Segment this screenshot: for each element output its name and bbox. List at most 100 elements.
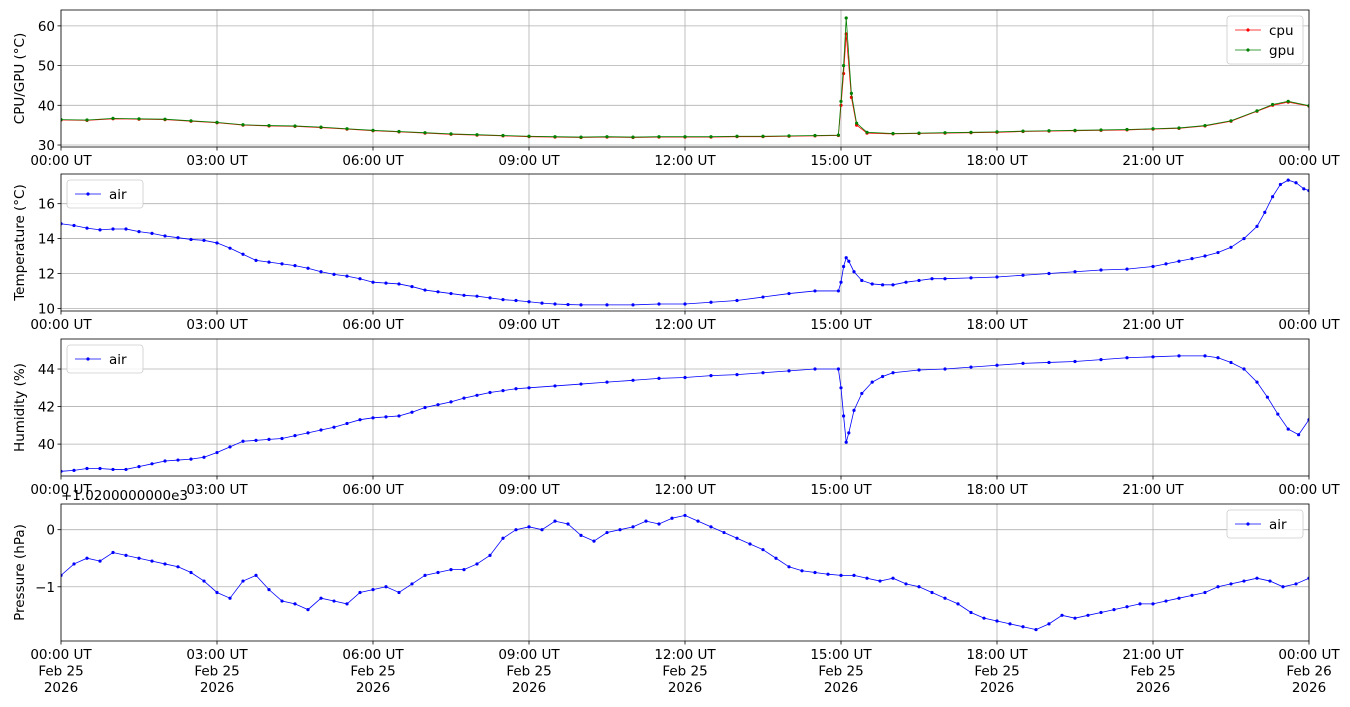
- data-point: [345, 127, 349, 131]
- data-point: [1151, 127, 1155, 131]
- data-point: [943, 131, 947, 135]
- data-point: [1047, 360, 1051, 365]
- data-point: [85, 226, 89, 230]
- x-tick-label-line: Feb 25: [1130, 664, 1175, 680]
- data-point: [917, 368, 921, 372]
- x-tick-label: 09:00 UT: [498, 153, 560, 169]
- chart-panel-3: 00:00 UT 03:00 UT 06:00 UT 09:00 UT 12:00 UT…: [12, 338, 1340, 498]
- data-point: [215, 120, 219, 124]
- legend-marker: [1246, 48, 1250, 52]
- x-tick-label-line: 2026: [668, 680, 702, 696]
- data-point: [1268, 579, 1272, 583]
- x-tick-label: 09:00 UT Feb 25 2026: [498, 647, 560, 696]
- data-point: [842, 71, 846, 76]
- data-point: [436, 403, 440, 407]
- x-tick-label: 15:00 UT: [810, 482, 872, 498]
- x-tick-label: 06:00 UT: [342, 317, 404, 333]
- data-point: [371, 416, 375, 420]
- data-point: [98, 228, 102, 232]
- legend-box: [1226, 509, 1304, 539]
- data-point: [1229, 360, 1233, 365]
- x-tick-label: 00:00 UT Feb 26 2026: [1278, 647, 1340, 696]
- data-point: [865, 130, 869, 134]
- data-point: [631, 525, 635, 529]
- y-tick-label: −1: [35, 580, 55, 596]
- data-point: [1034, 627, 1038, 632]
- data-point: [189, 237, 193, 242]
- data-point: [943, 367, 947, 371]
- x-tick-label: 03:00 UT Feb 25 2026: [186, 647, 248, 696]
- data-point: [98, 559, 102, 563]
- data-point: [488, 553, 492, 557]
- y-axis-label: Humidity (%): [12, 363, 28, 452]
- x-tick-label: 00:00 UT: [1278, 153, 1340, 169]
- data-point: [813, 367, 817, 371]
- data-point: [1125, 267, 1129, 271]
- data-point: [1216, 250, 1220, 255]
- legend-label: air: [109, 187, 127, 203]
- data-point: [618, 528, 622, 532]
- data-point: [1276, 412, 1280, 416]
- data-point: [605, 303, 609, 307]
- data-point: [514, 387, 518, 391]
- data-point: [423, 573, 427, 577]
- data-point: [836, 133, 841, 137]
- y-tick-label: 60: [38, 19, 55, 35]
- x-tick-label: 00:00 UT: [1278, 482, 1340, 498]
- data-point: [1286, 178, 1290, 182]
- grid-lines: [60, 10, 1310, 147]
- data-point: [1073, 128, 1077, 132]
- data-point: [345, 274, 349, 278]
- legend-box: [66, 179, 144, 209]
- data-point: [1125, 605, 1129, 609]
- data-point: [98, 466, 102, 471]
- data-point: [891, 283, 895, 287]
- data-point: [1203, 590, 1207, 595]
- data-point: [696, 519, 700, 523]
- plot-area: [61, 354, 1309, 473]
- data-point: [836, 367, 841, 371]
- data-point: [849, 91, 854, 95]
- x-tick-label-line: Feb 25: [350, 664, 395, 680]
- data-point: [111, 550, 115, 555]
- y-tick-label: 10: [38, 301, 55, 317]
- y-tick-label: 16: [38, 197, 55, 213]
- data-point: [280, 262, 284, 266]
- data-point: [870, 282, 874, 286]
- data-point: [1151, 264, 1155, 269]
- data-point: [847, 431, 851, 435]
- data-point: [631, 303, 635, 307]
- data-point: [553, 384, 557, 388]
- x-tick-label: 21:00 UT: [1122, 317, 1184, 333]
- data-point: [836, 289, 841, 293]
- x-tick-label-line: 03:00 UT: [186, 647, 248, 663]
- data-point: [163, 459, 167, 463]
- data-point: [176, 565, 180, 569]
- data-point: [852, 270, 856, 274]
- data-point: [124, 553, 128, 557]
- data-point: [657, 522, 661, 526]
- data-point: [722, 530, 726, 535]
- data-point: [904, 582, 908, 586]
- data-point: [124, 227, 128, 231]
- data-point: [709, 374, 713, 378]
- data-point: [553, 519, 557, 523]
- data-point: [332, 272, 336, 276]
- data-point: [1255, 109, 1259, 113]
- data-point: [137, 556, 141, 560]
- data-point: [917, 278, 921, 283]
- x-tick-label: 00:00 UT: [30, 153, 92, 169]
- data-point: [488, 390, 492, 395]
- data-point: [293, 264, 297, 268]
- data-point: [1302, 187, 1306, 191]
- series-gpu: [61, 16, 1309, 139]
- data-point: [847, 259, 851, 263]
- data-point: [579, 533, 583, 538]
- legend-label: cpu: [1269, 23, 1294, 39]
- data-point: [1086, 613, 1090, 617]
- data-point: [709, 525, 713, 529]
- data-point: [436, 570, 440, 575]
- data-point: [839, 573, 843, 577]
- x-tick-label: 00:00 UT: [30, 317, 92, 333]
